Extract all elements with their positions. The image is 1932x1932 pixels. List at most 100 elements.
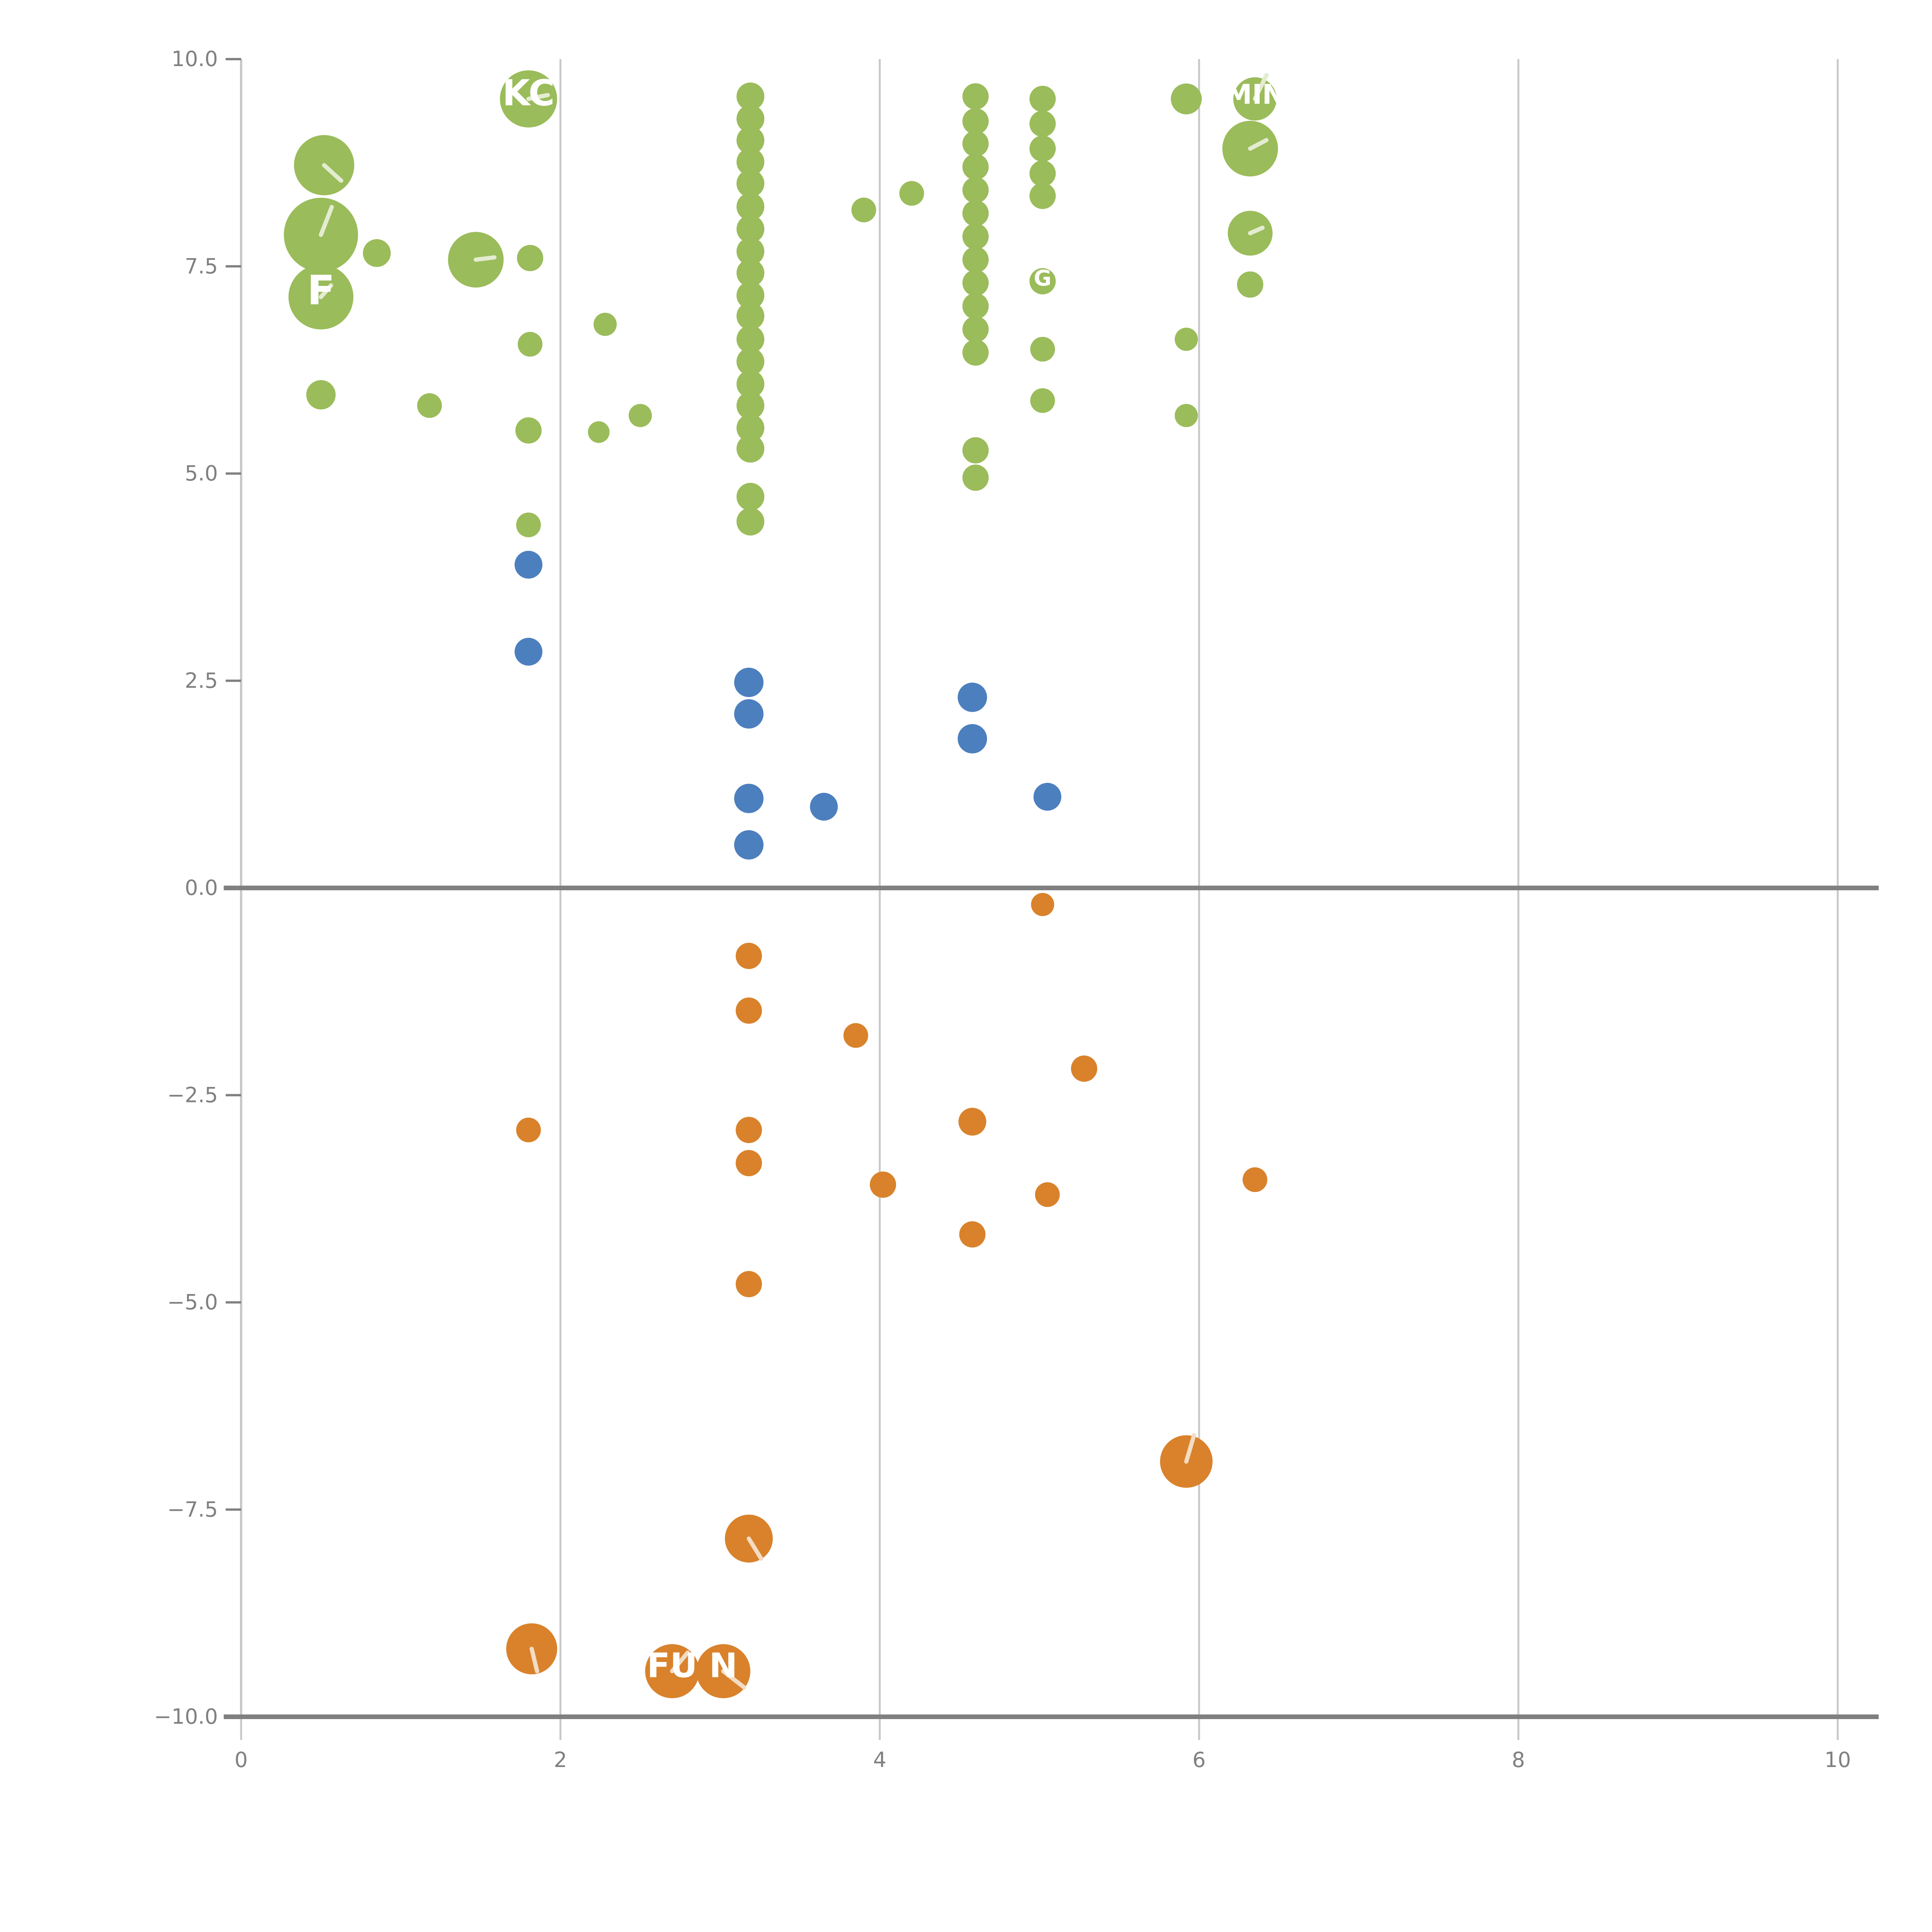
bubble-point[interactable] [1030, 337, 1055, 362]
bubble-point[interactable] [962, 437, 989, 464]
bubble-point[interactable] [514, 551, 543, 579]
bubble-point[interactable] [1175, 404, 1198, 427]
bubble-point[interactable] [851, 197, 876, 223]
bubble-point[interactable] [736, 259, 765, 287]
bubble-point[interactable] [514, 638, 543, 666]
bubble-point[interactable] [363, 239, 391, 267]
bubble-point[interactable] [957, 724, 987, 753]
bubble-point[interactable] [1033, 783, 1061, 811]
bubble-point[interactable] [962, 339, 989, 366]
bubble-point[interactable] [736, 507, 765, 536]
bubble-point[interactable] [962, 464, 989, 491]
bubble-point[interactable] [962, 223, 989, 250]
bubble-point[interactable] [957, 682, 987, 712]
bubble-point[interactable] [515, 417, 542, 444]
x-tick-label: 0 [235, 1748, 248, 1772]
bubble-point[interactable] [736, 105, 765, 133]
bubble-point[interactable] [736, 126, 765, 155]
bubble-point[interactable] [736, 370, 765, 398]
bubble-point[interactable] [736, 148, 765, 176]
bubble-point[interactable] [516, 1117, 541, 1143]
bubble-point[interactable] [306, 380, 336, 410]
bubble-point[interactable] [1029, 135, 1056, 162]
zero-line-layer [224, 886, 1879, 1719]
bubble-label: FU [647, 1646, 697, 1685]
bubble-point[interactable] [870, 1171, 896, 1198]
bubble-point[interactable] [736, 237, 765, 265]
bubble-point[interactable] [734, 699, 764, 729]
bubble-point[interactable] [734, 830, 764, 860]
bubble-point[interactable] [1242, 1167, 1267, 1192]
bubble-point[interactable] [958, 1107, 986, 1136]
bubble-point[interactable] [962, 130, 989, 157]
bubble-point[interactable] [962, 247, 989, 273]
bubble-point[interactable] [588, 421, 610, 443]
bubble-point[interactable] [899, 181, 924, 206]
bubble-leader-line [1248, 225, 1265, 235]
bubble-point[interactable] [962, 270, 989, 296]
bubble-leader-line [526, 93, 550, 101]
bubble-point[interactable] [735, 942, 762, 969]
bubble-point[interactable] [417, 393, 442, 418]
tick-label-layer: 10.0 7.5 5.0 2.5 0.0 −2.5 −5.0 −7.5 −10.0 0 2 4 6 8 10 [154, 47, 1851, 1772]
bubble-point[interactable] [1029, 182, 1056, 209]
bubble-point[interactable] [734, 784, 764, 813]
bubble-point[interactable] [1237, 271, 1264, 298]
bubble-point[interactable] [1175, 328, 1198, 351]
bubble-point[interactable] [1035, 1182, 1060, 1207]
bubble-point[interactable] [736, 414, 765, 442]
bubble-point[interactable] [736, 215, 765, 243]
bubble-leader-line [1184, 1433, 1196, 1464]
bubble-point[interactable] [962, 316, 989, 343]
bubble-point[interactable] [1029, 160, 1056, 187]
bubble-point[interactable] [962, 177, 989, 203]
y-tick-label: −7.5 [167, 1497, 218, 1522]
bubble-point[interactable] [1030, 388, 1055, 413]
bubble-point[interactable] [736, 483, 765, 511]
bubble-point[interactable] [810, 793, 838, 821]
y-tick-label: 10.0 [172, 47, 218, 71]
y-tick-label: 5.0 [185, 461, 218, 486]
bubble-point[interactable] [962, 200, 989, 226]
bubble-point[interactable] [962, 153, 989, 180]
bubble-point[interactable] [959, 1221, 986, 1248]
bubble-leader-line [1248, 138, 1269, 151]
bubble-point[interactable] [735, 1271, 762, 1298]
bubble-point[interactable] [734, 668, 764, 697]
bubble-point[interactable] [516, 512, 541, 537]
bubble-point[interactable] [843, 1023, 868, 1048]
bubble-point[interactable] [736, 281, 765, 310]
bubble-point[interactable] [735, 1150, 762, 1177]
bubble-point[interactable] [736, 391, 765, 420]
bubble-leader-line [1253, 73, 1269, 101]
bubble-point[interactable] [1029, 85, 1056, 112]
x-tick-label: 4 [873, 1748, 886, 1772]
bubble-point[interactable] [962, 83, 989, 110]
bubble-point[interactable] [736, 82, 765, 111]
bubble-point[interactable] [1029, 268, 1056, 294]
bubble-point[interactable] [517, 332, 543, 357]
bubble-point[interactable] [962, 293, 989, 320]
bubble-point[interactable] [735, 1117, 762, 1143]
bubble-point[interactable] [1031, 893, 1054, 916]
bubble-point[interactable] [736, 347, 765, 376]
bubble-layer [284, 70, 1278, 1699]
bubble-point[interactable] [736, 169, 765, 197]
bubble-point[interactable] [517, 245, 543, 271]
bubble-point[interactable] [735, 997, 762, 1024]
bubble-point[interactable] [736, 302, 765, 330]
bubble-label-layer: F KC G MIN FU N [307, 72, 1285, 1685]
bubble-point[interactable] [1171, 83, 1202, 114]
bubble-point[interactable] [629, 404, 652, 427]
bubble-point[interactable] [1029, 111, 1056, 137]
bubble-point[interactable] [736, 325, 765, 354]
bubble-point[interactable] [736, 435, 765, 463]
bubble-point[interactable] [962, 108, 989, 134]
bubble-point[interactable] [1071, 1055, 1097, 1082]
bubble-point[interactable] [736, 192, 765, 221]
bubble-point[interactable] [594, 313, 617, 336]
bubble-leader-line [529, 1646, 539, 1673]
bubble-label: N [709, 1646, 737, 1685]
